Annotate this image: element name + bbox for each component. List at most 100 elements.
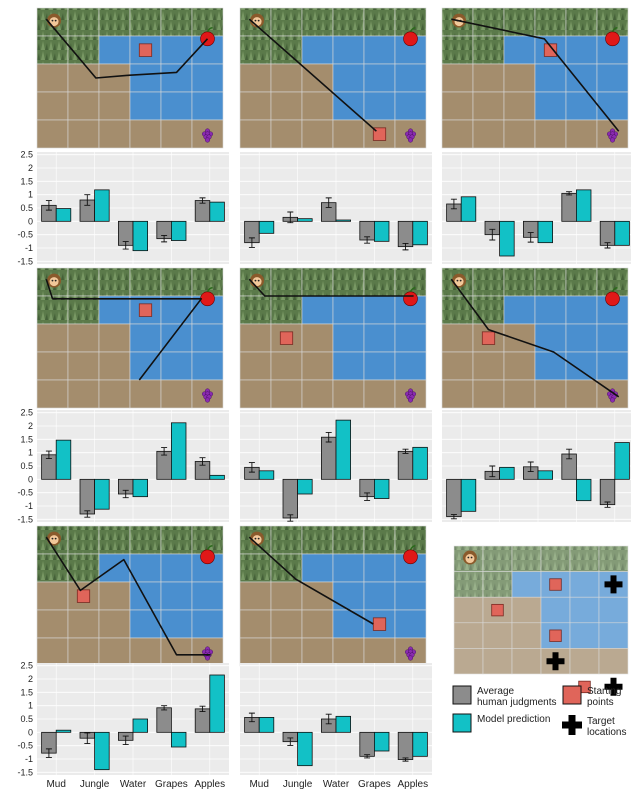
error-bar — [287, 737, 294, 746]
terrain-cell-water — [160, 351, 193, 381]
terrain-cell-mud — [441, 379, 474, 409]
map-6 — [441, 267, 629, 409]
terrain-cell-mud — [98, 351, 131, 381]
y-tick-label: 2 — [28, 421, 33, 431]
terrain-cell-mud — [160, 637, 193, 667]
square-icon — [76, 589, 91, 603]
terrain-cell-jungle — [239, 295, 272, 325]
terrain-cell-mud — [270, 119, 303, 149]
terrain-cell-mud — [270, 63, 303, 93]
legend-start-swatch — [562, 685, 582, 705]
grapes-icon — [607, 128, 619, 143]
terrain-cell-mud — [129, 637, 162, 667]
terrain-cell-water — [511, 571, 542, 598]
legend-start-label: points — [587, 697, 614, 708]
chart-2 — [240, 152, 432, 264]
terrain-cell-mud — [98, 637, 131, 667]
terrain-cell-mud — [565, 379, 598, 409]
terrain-cell-mud — [472, 63, 505, 93]
bar-model-grapes — [576, 478, 592, 502]
terrain-cell-jungle — [98, 7, 131, 37]
bar-model-mud — [258, 470, 275, 480]
terrain-cell-mud — [503, 91, 536, 121]
terrain-cell-water — [596, 63, 629, 93]
terrain-cell-mud — [98, 91, 131, 121]
chart-8: Mud Jungle Water Grapes Apples — [240, 663, 432, 790]
bar-model-mud — [55, 208, 72, 222]
bar-model-mud — [258, 717, 275, 733]
terrain-cell-mud — [239, 379, 272, 409]
terrain-cell-mud — [482, 622, 513, 649]
terrain-cell-mud — [36, 63, 69, 93]
error-bar — [45, 748, 52, 758]
terrain-cell-mud — [482, 648, 513, 675]
terrain-cell-water — [363, 295, 396, 325]
x-tick-label: Jungle — [80, 779, 110, 790]
terrain-cell-jungle — [239, 553, 272, 583]
apple-icon — [403, 545, 418, 565]
terrain-cell-mud — [67, 63, 100, 93]
terrain-cell-water — [160, 63, 193, 93]
terrain-cell-jungle — [270, 295, 303, 325]
bar-human-apples — [397, 450, 414, 480]
terrain-cell-jungle — [160, 7, 193, 37]
y-tick-label: -0.5 — [17, 488, 33, 498]
terrain-cell-mud — [453, 596, 484, 624]
error-bar — [364, 754, 371, 759]
terrain-cell-mud — [270, 609, 303, 639]
terrain-cell-mud — [270, 351, 303, 381]
terrain-cell-mud — [301, 63, 334, 93]
terrain-cell-water — [363, 35, 396, 65]
terrain-cell-jungle — [332, 525, 365, 555]
terrain-cell-mud — [36, 351, 69, 381]
terrain-cell-water — [394, 63, 427, 93]
error-bar — [527, 232, 534, 243]
error-bar — [489, 465, 496, 478]
bar-model-grapes — [170, 422, 187, 480]
terrain-cell-water — [503, 35, 536, 65]
agent-path — [45, 18, 209, 79]
terrain-cell-water — [301, 295, 334, 325]
terrain-cell-mud — [129, 119, 162, 149]
map-5 — [239, 267, 427, 409]
x-tick-label: Jungle — [283, 779, 313, 790]
terrain-cell-mud — [332, 379, 365, 409]
y-tick-label: 2.5 — [20, 150, 33, 160]
terrain-cell-water — [363, 63, 396, 93]
terrain-cell-mud — [503, 119, 536, 149]
terrain-cell-mud — [301, 91, 334, 121]
terrain-cell-water — [565, 91, 598, 121]
terrain-cell-mud — [472, 119, 505, 149]
terrain-cell-water — [596, 91, 629, 121]
y-tick-label: -1 — [25, 243, 33, 253]
bar-human-grapes — [156, 707, 172, 733]
bar-model-grapes — [373, 731, 390, 752]
terrain-cell-jungle — [472, 35, 505, 65]
terrain-cell-mud — [239, 63, 272, 93]
map-7 — [36, 525, 224, 667]
terrain-cell-jungle — [98, 525, 131, 555]
terrain-cell-jungle — [160, 267, 193, 297]
square-icon — [549, 578, 562, 591]
terrain-cell-water — [332, 35, 365, 65]
bar-human-apples — [194, 200, 211, 222]
terrain-cell-jungle — [472, 7, 505, 37]
terrain-cell-water — [596, 323, 629, 353]
monkey-icon — [47, 531, 62, 546]
error-bar — [199, 705, 206, 712]
error-bar — [45, 450, 52, 459]
terrain-cell-mud — [441, 63, 474, 93]
terrain-cell-mud — [301, 609, 334, 639]
square-icon — [543, 43, 558, 57]
terrain-cell-mud — [36, 581, 69, 611]
apple-icon — [200, 545, 215, 565]
terrain-cell-mud — [394, 119, 427, 149]
terrain-cell-jungle — [36, 295, 69, 325]
terrain-cell-mud — [160, 379, 193, 409]
y-tick-label: 0.5 — [20, 714, 33, 724]
terrain-cell-mud — [453, 648, 484, 675]
terrain-cell-water — [191, 91, 224, 121]
terrain-cell-water — [332, 581, 365, 611]
terrain-cell-jungle — [270, 7, 303, 37]
